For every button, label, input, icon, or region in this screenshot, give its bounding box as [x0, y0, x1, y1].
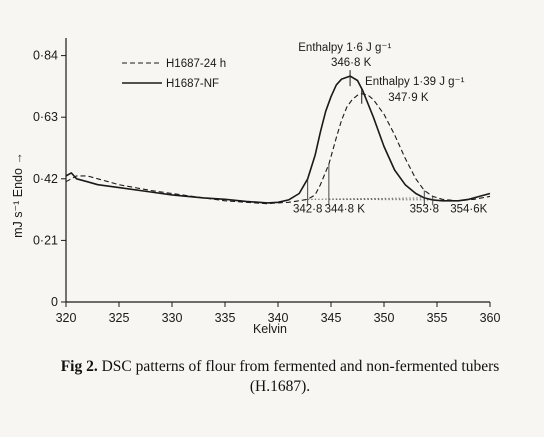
x-tick-label-350: 350 [374, 311, 395, 325]
annotation-2: Enthalpy 1·39 J g⁻¹ [365, 76, 465, 88]
x-tick-label-325: 325 [109, 311, 130, 325]
x-tick-label-355: 355 [427, 311, 448, 325]
series-line-24h [65, 93, 491, 205]
baseline-0 [307, 197, 425, 200]
x-tick-label-335: 335 [215, 311, 236, 325]
y-axis-label: mJ s⁻¹ Endo → [11, 152, 25, 238]
x-tick-label-345: 345 [321, 311, 342, 325]
annotation-3: 347·9 K [388, 92, 429, 104]
annotation-5: 344·8 K [325, 204, 366, 216]
y-tick-label-3: 0·63 [33, 110, 58, 124]
baseline-1 [328, 198, 433, 201]
y-tick-label-2: 0·42 [33, 172, 58, 186]
dsc-chart: 320 325 330 335 340 345 350 355 360 0 0·21 0·42 0·63… [11, 38, 501, 336]
x-axis-label: Kelvin [253, 322, 287, 336]
x-tick-label-340: 340 [268, 311, 289, 325]
annotation-0: Enthalpy 1·6 J g⁻¹ [298, 42, 391, 54]
caption-text: DSC patterns of flour from fermented and… [101, 358, 500, 395]
annotation-7: 354·6K [450, 204, 487, 216]
y-tick-label-1: 0·21 [33, 233, 58, 247]
x-tick-label-330: 330 [162, 311, 183, 325]
y-tick-label-4: 0·84 [33, 49, 58, 63]
legend-label-24h: H1687-24 h [166, 58, 226, 70]
y-tick-label-0: 0 [51, 295, 58, 309]
annotation-6: 353·8 [410, 204, 439, 216]
caption-label: Fig 2. [60, 358, 98, 375]
figure-caption: Fig 2. DSC patterns of flour from fermen… [40, 357, 520, 397]
x-tick-label-360: 360 [480, 311, 501, 325]
annotation-1: 346·8 K [331, 57, 372, 69]
annotation-4: 342·8 [293, 204, 322, 216]
legend-label-nf: H1687-NF [166, 78, 219, 90]
legend: H1687-24 h H1687-NF [122, 58, 226, 90]
x-tick-label-320: 320 [56, 311, 77, 325]
